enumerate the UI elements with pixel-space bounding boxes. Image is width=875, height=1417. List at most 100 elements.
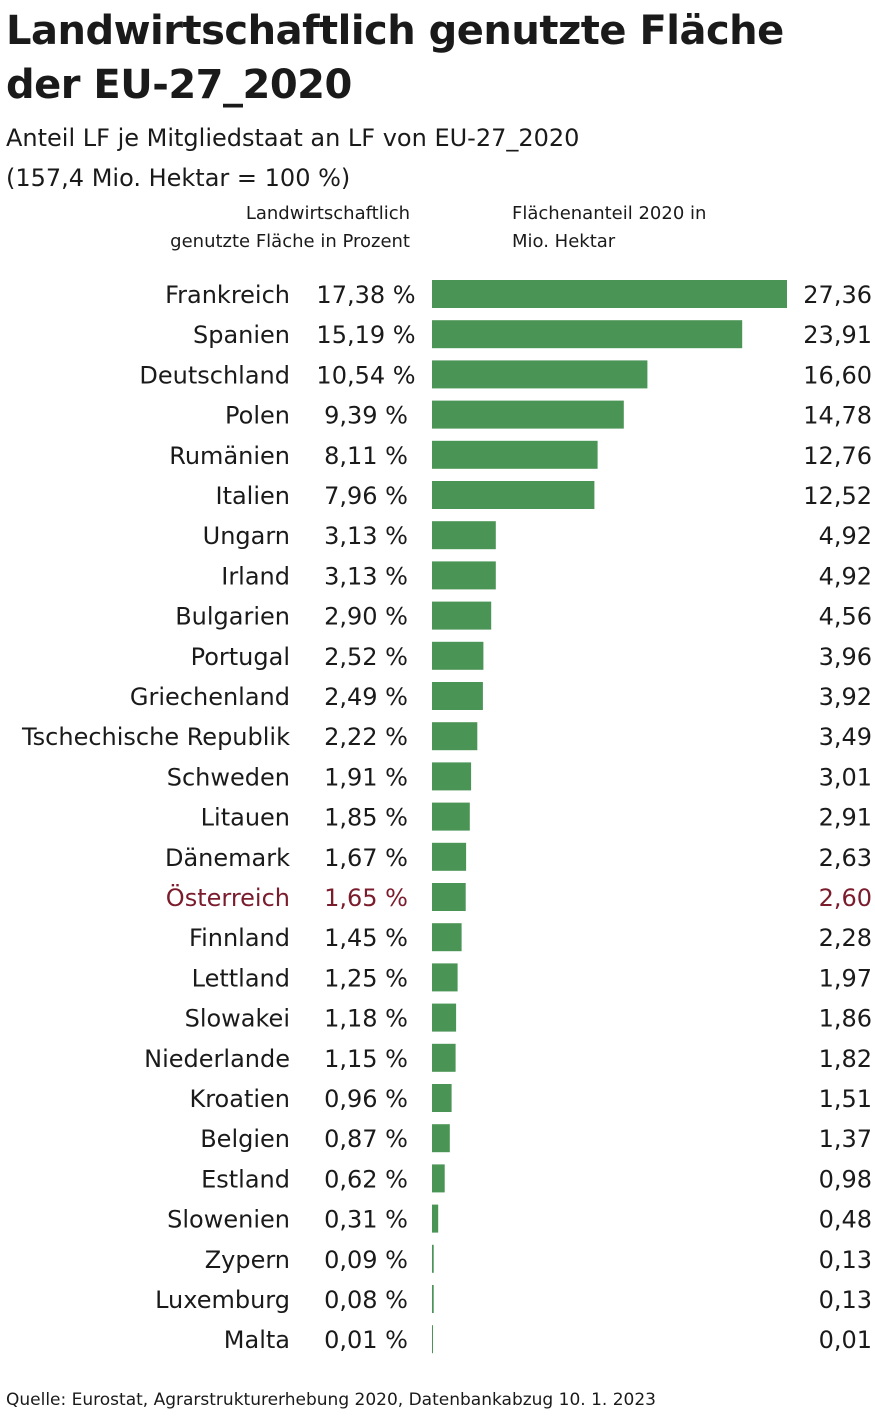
chart-subtitle-line-2: (157,4 Mio. Hektar = 100 %) xyxy=(6,164,351,192)
percent-label-finnland: 1,45 % xyxy=(324,924,408,952)
category-label-schweden: Schweden xyxy=(167,763,290,791)
value-label-griechenland: 3,92 xyxy=(819,683,872,711)
bar-polen xyxy=(432,400,624,429)
bar-slowakei xyxy=(432,1003,457,1032)
value-label-daenemark: 2,63 xyxy=(819,844,872,872)
percent-label-lettland: 1,25 % xyxy=(324,964,408,992)
value-label-luxemburg: 0,13 xyxy=(819,1286,872,1314)
category-label-italien: Italien xyxy=(215,482,290,510)
category-label-finnland: Finnland xyxy=(189,924,290,952)
value-label-ungarn: 4,92 xyxy=(819,522,872,550)
percent-label-slowakei: 1,18 % xyxy=(324,1005,408,1033)
category-label-irland: Irland xyxy=(221,562,290,590)
chart-title: Landwirtschaftlich genutzte Fläche der E… xyxy=(6,4,866,112)
percent-label-luxemburg: 0,08 % xyxy=(324,1286,408,1314)
percent-label-ungarn: 3,13 % xyxy=(324,522,408,550)
bar-slowenien xyxy=(432,1204,439,1233)
value-label-zypern: 0,13 xyxy=(819,1246,872,1274)
value-label-kroatien: 1,51 xyxy=(819,1085,872,1113)
category-label-niederlande: Niederlande xyxy=(144,1045,290,1073)
category-label-bulgarien: Bulgarien xyxy=(175,603,290,631)
percent-label-niederlande: 1,15 % xyxy=(324,1045,408,1073)
percent-label-griechenland: 2,49 % xyxy=(324,683,408,711)
percent-label-rumaenien: 8,11 % xyxy=(324,442,408,470)
percent-label-polen: 9,39 % xyxy=(324,402,408,430)
value-label-portugal: 3,96 xyxy=(819,643,872,671)
category-label-ungarn: Ungarn xyxy=(203,522,290,550)
bar-lettland xyxy=(432,963,458,992)
value-label-finnland: 2,28 xyxy=(819,924,872,952)
bar-tschechische-republik xyxy=(432,722,478,751)
column-header-percent-line-2: genutzte Fläche in Prozent xyxy=(170,231,410,252)
bar-italien xyxy=(432,481,595,509)
percent-label-deutschland: 10,54 % xyxy=(316,361,415,389)
value-label-irland: 4,92 xyxy=(819,562,872,590)
bar-oesterreich xyxy=(432,883,466,911)
bar-irland xyxy=(432,561,496,590)
percent-label-schweden: 1,91 % xyxy=(324,763,408,791)
bar-frankreich xyxy=(432,280,787,308)
category-label-tschechische-republik: Tschechische Republik xyxy=(21,723,290,751)
category-label-malta: Malta xyxy=(224,1326,290,1354)
category-label-spanien: Spanien xyxy=(193,321,290,349)
bar-luxemburg xyxy=(432,1285,434,1313)
chart-subtitle: Anteil LF je Mitgliedstaat an LF von EU-… xyxy=(6,118,866,198)
chart-title-line-2: der EU-27_2020 xyxy=(6,62,352,108)
category-label-luxemburg: Luxemburg xyxy=(155,1286,290,1314)
source-note: Quelle: Eurostat, Agrarstrukturerhebung … xyxy=(6,1390,656,1410)
value-label-slowakei: 1,86 xyxy=(819,1005,872,1033)
percent-label-estland: 0,62 % xyxy=(324,1165,408,1193)
value-label-oesterreich: 2,60 xyxy=(819,884,872,912)
percent-label-irland: 3,13 % xyxy=(324,562,408,590)
value-label-lettland: 1,97 xyxy=(819,964,872,992)
category-label-griechenland: Griechenland xyxy=(130,683,290,711)
percent-label-tschechische-republik: 2,22 % xyxy=(324,723,408,751)
percent-label-portugal: 2,52 % xyxy=(324,643,408,671)
bar-kroatien xyxy=(432,1084,452,1112)
column-header-percent-line-1: Landwirtschaftlich xyxy=(245,203,410,224)
bar-deutschland xyxy=(432,360,648,389)
percent-label-slowenien: 0,31 % xyxy=(324,1206,408,1234)
column-header-percent: Landwirtschaftlich genutzte Fläche in Pr… xyxy=(120,200,410,256)
percent-label-oesterreich: 1,65 % xyxy=(324,884,408,912)
category-label-zypern: Zypern xyxy=(205,1246,290,1274)
column-header-hectare-line-2: Mio. Hektar xyxy=(512,231,616,252)
value-label-schweden: 3,01 xyxy=(819,763,872,791)
category-label-lettland: Lettland xyxy=(192,964,290,992)
value-label-italien: 12,52 xyxy=(803,482,872,510)
category-label-litauen: Litauen xyxy=(201,804,290,832)
percent-label-belgien: 0,87 % xyxy=(324,1125,408,1153)
value-label-litauen: 2,91 xyxy=(819,804,872,832)
category-label-polen: Polen xyxy=(225,402,290,430)
category-label-frankreich: Frankreich xyxy=(165,281,290,309)
bar-litauen xyxy=(432,802,470,831)
value-label-deutschland: 16,60 xyxy=(803,361,872,389)
category-label-rumaenien: Rumänien xyxy=(169,442,290,470)
bar-rumaenien xyxy=(432,440,598,469)
value-label-polen: 14,78 xyxy=(803,402,872,430)
value-label-estland: 0,98 xyxy=(819,1165,872,1193)
percent-label-spanien: 15,19 % xyxy=(316,321,415,349)
category-label-belgien: Belgien xyxy=(200,1125,290,1153)
percent-label-daenemark: 1,67 % xyxy=(324,844,408,872)
value-label-rumaenien: 12,76 xyxy=(803,442,872,470)
value-label-spanien: 23,91 xyxy=(803,321,872,349)
percent-label-kroatien: 0,96 % xyxy=(324,1085,408,1113)
column-header-hectare-line-1: Flächenanteil 2020 in xyxy=(512,203,707,224)
bar-ungarn xyxy=(432,521,496,550)
category-label-daenemark: Dänemark xyxy=(165,844,290,872)
bar-schweden xyxy=(432,762,472,791)
bar-belgien xyxy=(432,1124,450,1153)
bar-spanien xyxy=(432,320,743,349)
value-label-malta: 0,01 xyxy=(819,1326,872,1354)
value-label-niederlande: 1,82 xyxy=(819,1045,872,1073)
category-label-portugal: Portugal xyxy=(191,643,290,671)
bar-malta xyxy=(432,1325,433,1354)
bar-zypern xyxy=(432,1244,434,1273)
bar-chart: Frankreich 17,38 % 27,36 Spanien 15,19 % 23,9… xyxy=(21,280,872,1354)
bar-niederlande xyxy=(432,1043,456,1072)
percent-label-zypern: 0,09 % xyxy=(324,1246,408,1274)
bar-griechenland xyxy=(432,682,483,710)
chart-title-line-1: Landwirtschaftlich genutzte Fläche xyxy=(6,8,784,54)
value-label-belgien: 1,37 xyxy=(819,1125,872,1153)
